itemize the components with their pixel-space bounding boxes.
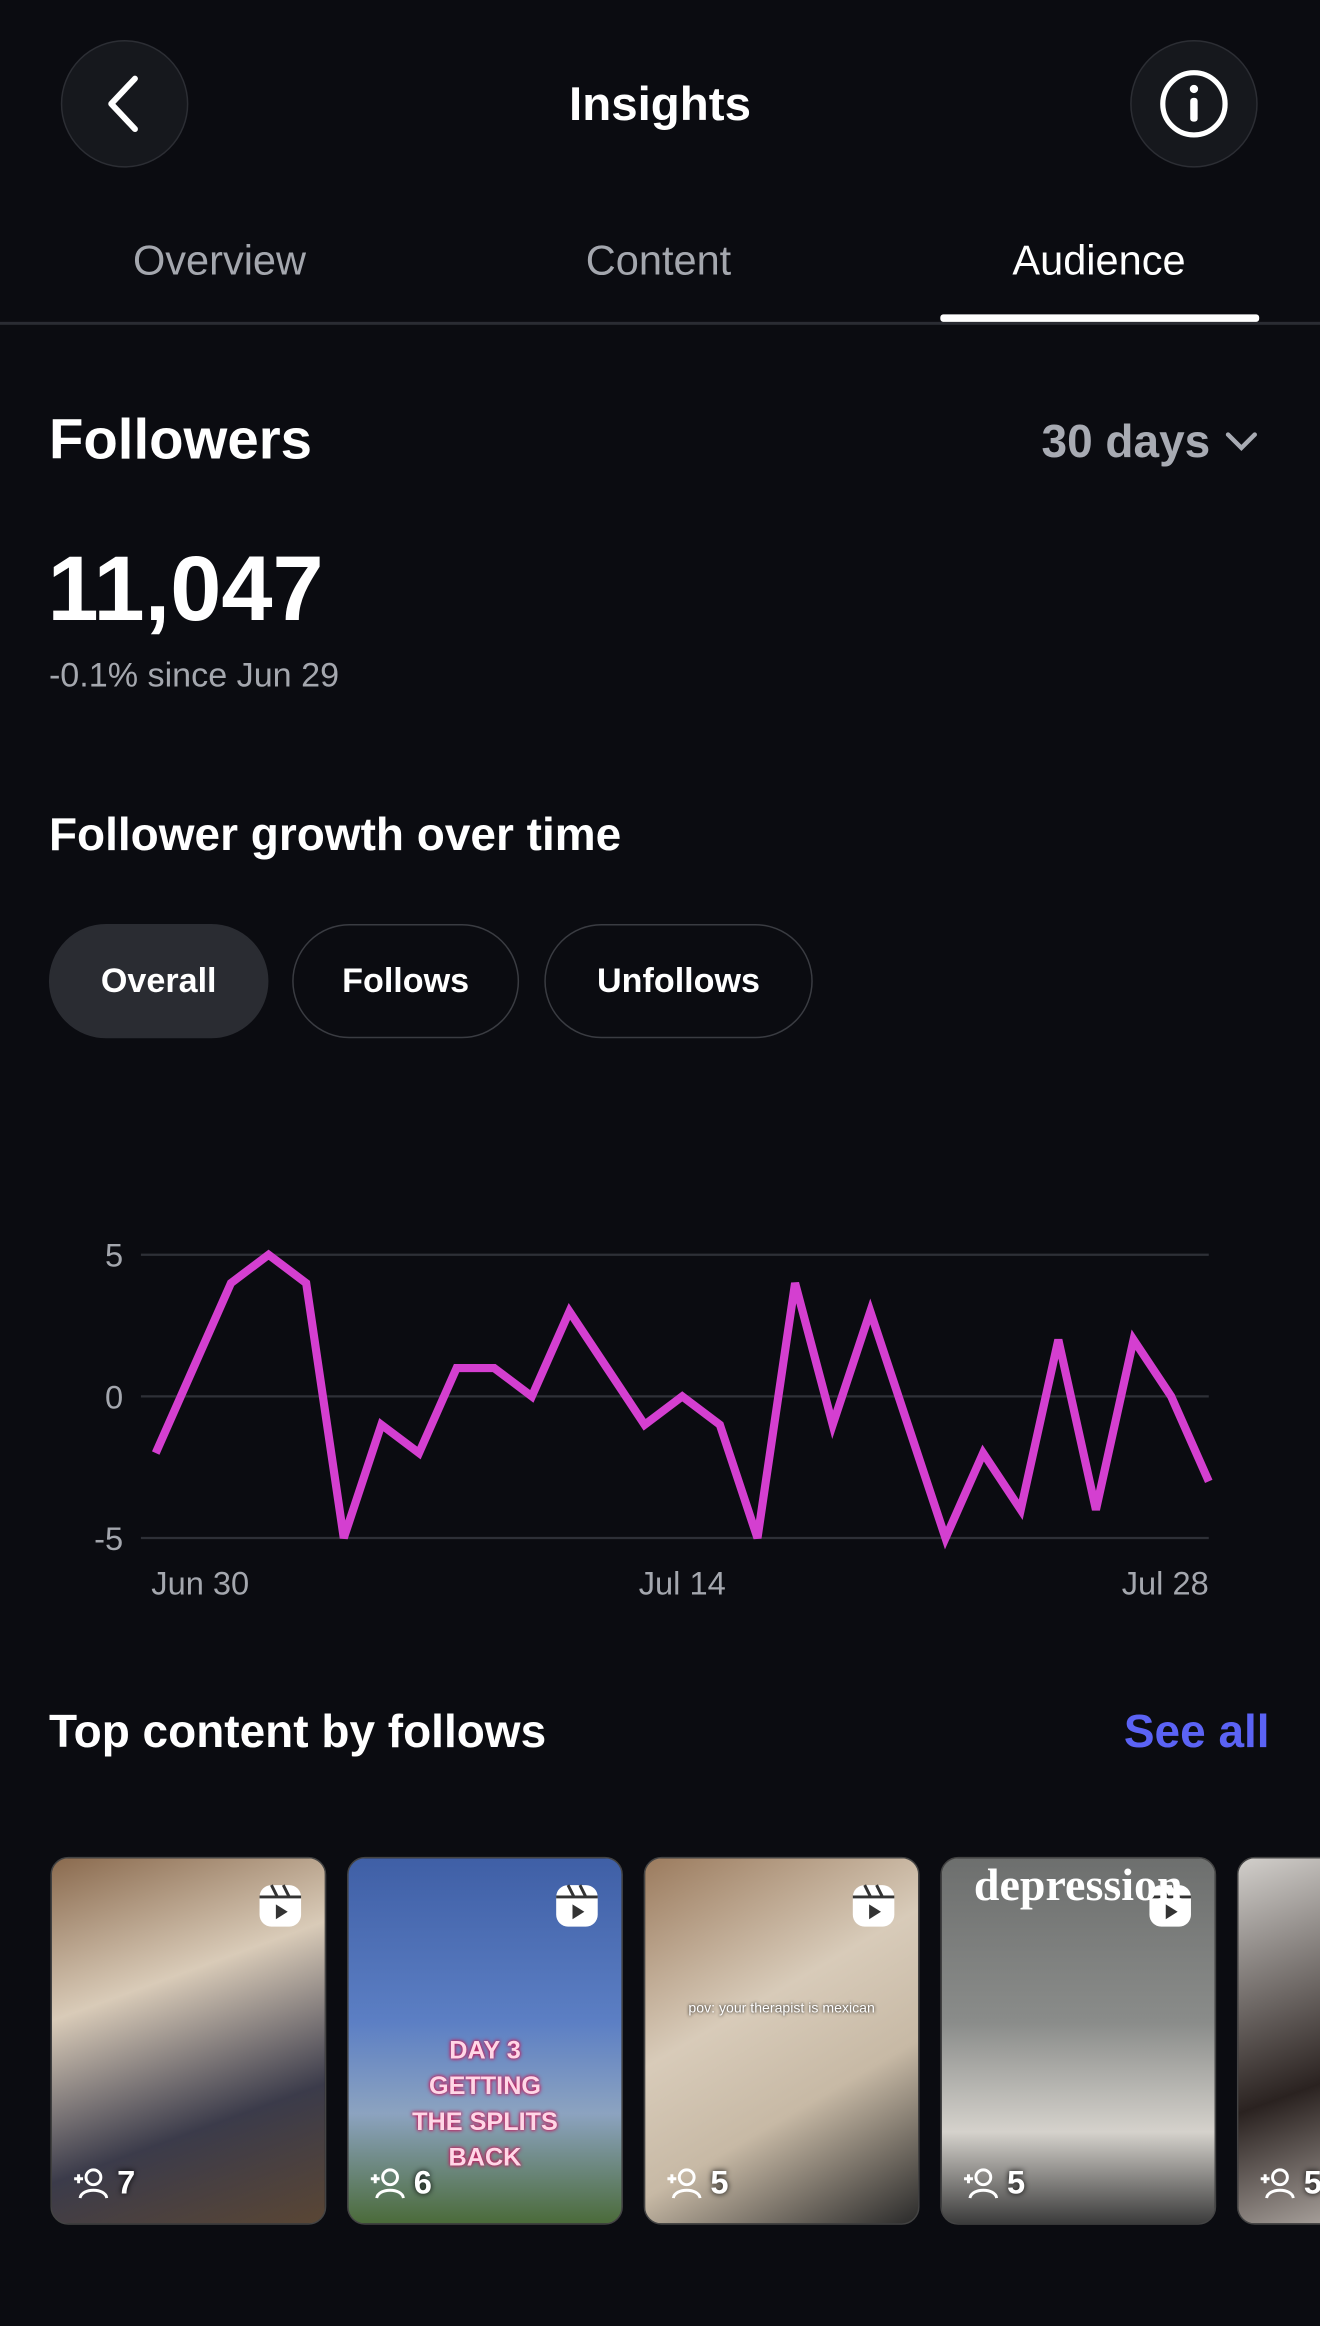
caption-line: DAY 3 — [449, 2036, 521, 2065]
see-all-link[interactable]: See all — [1123, 1705, 1270, 1758]
follow-icon — [667, 2168, 702, 2199]
follow-icon — [370, 2168, 405, 2199]
content-thumbnail[interactable]: 5 — [1236, 1856, 1320, 2225]
content-thumbnail[interactable]: pov: your therapist is mexican 5 — [643, 1856, 920, 2225]
follows-count: 7 — [73, 2163, 136, 2203]
reel-glyph — [852, 1884, 895, 1927]
tab-indicator — [940, 314, 1260, 322]
y-tick-label: 5 — [105, 1237, 123, 1274]
content-thumbnail[interactable]: DAY 3 GETTING THE SPLITS BACK 6 — [347, 1856, 623, 2225]
x-tick-label: Jul 28 — [1122, 1564, 1209, 1601]
caption-line: GETTING — [428, 2071, 542, 2101]
filter-pill[interactable]: Follows — [292, 924, 520, 1039]
thumbnail-caption: pov: your therapist is mexican — [645, 2001, 918, 2017]
section-title: Top content by follows — [48, 1705, 547, 1758]
follower-count: 11,047 — [47, 538, 324, 641]
tab[interactable]: Content — [585, 237, 732, 284]
follows-value: 5 — [710, 2163, 729, 2201]
follows-value: 5 — [1007, 2163, 1026, 2201]
follow-icon — [964, 2168, 999, 2199]
follows-value: 6 — [413, 2163, 432, 2201]
follower-change: -0.1% since Jun 29 — [48, 655, 340, 695]
follow-icon — [74, 2168, 109, 2199]
range-label: 30 days — [1041, 415, 1211, 468]
follows-count: 5 — [666, 2164, 729, 2203]
tab-active[interactable]: Audience — [1012, 237, 1186, 284]
reel-icon — [850, 1882, 897, 1937]
info-icon — [1160, 70, 1228, 138]
section-title: Followers — [48, 409, 313, 472]
follows-count: 5 — [1259, 2164, 1320, 2203]
reel-glyph — [259, 1884, 302, 1927]
content-thumbnail[interactable]: depression 5 — [940, 1856, 1217, 2225]
filter-pill[interactable]: Unfollows — [544, 924, 813, 1039]
y-tick-label: 0 — [105, 1378, 123, 1415]
reel-icon — [553, 1882, 600, 1937]
caption-line: THE SPLITS — [412, 2107, 558, 2136]
filter-pill-active[interactable]: Overall — [48, 924, 269, 1039]
thumbnail-caption: DAY 3 GETTING THE SPLITS BACK — [349, 2033, 622, 2175]
page-title: Insights — [569, 77, 751, 131]
reel-icon — [1146, 1882, 1193, 1937]
follows-count: 6 — [369, 2164, 432, 2203]
tab[interactable]: Overview — [132, 237, 307, 284]
content-thumbnail[interactable]: 7 — [50, 1856, 327, 2225]
follows-count: 5 — [963, 2163, 1026, 2203]
info-button[interactable] — [1130, 40, 1258, 168]
line-series — [152, 1249, 1213, 1550]
reel-icon — [257, 1882, 304, 1937]
back-icon — [108, 75, 138, 133]
x-tick-label: Jul 14 — [639, 1564, 726, 1601]
x-tick-label: Jun 30 — [151, 1564, 249, 1601]
reel-glyph — [556, 1884, 598, 1927]
reel-glyph — [1149, 1884, 1191, 1927]
divider — [0, 321, 1320, 325]
section-title: Follower growth over time — [48, 808, 622, 861]
back-button[interactable] — [60, 40, 189, 168]
y-tick-label: -5 — [94, 1520, 123, 1557]
follows-value: 5 — [1304, 2164, 1320, 2203]
chevron — [1225, 432, 1257, 452]
caption-line: depression — [973, 1858, 1183, 1911]
follows-value: 7 — [117, 2163, 136, 2201]
range-select[interactable]: 30 days — [1042, 415, 1258, 468]
thumbnail-caption: depression — [942, 1858, 1215, 1911]
caption-line: pov: your therapist is mexican — [688, 2000, 875, 2018]
caption-line: BACK — [448, 2143, 522, 2172]
follow-icon — [1260, 2168, 1295, 2199]
